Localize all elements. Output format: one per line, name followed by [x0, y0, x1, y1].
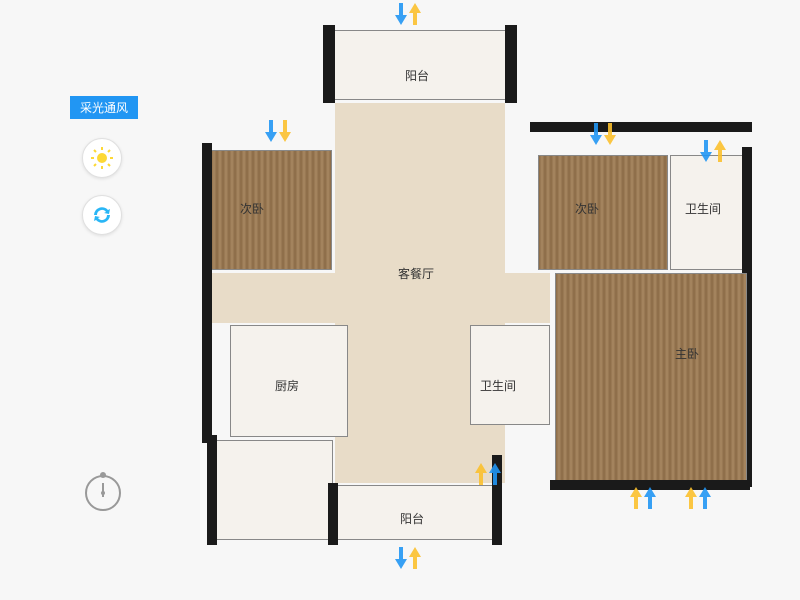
- room-bedroom-e: [555, 273, 747, 483]
- airflow-arrow-icon: [409, 3, 421, 25]
- wall: [328, 483, 338, 545]
- room-living-h: [210, 273, 550, 323]
- airflow-indicator: [700, 140, 726, 162]
- wall: [505, 25, 517, 103]
- room-kitchen: [230, 325, 348, 437]
- sun-icon: [90, 146, 114, 170]
- wall: [530, 122, 752, 132]
- sun-toggle-button[interactable]: [82, 138, 122, 178]
- airflow-arrow-icon: [590, 123, 602, 145]
- airflow-arrow-icon: [604, 123, 616, 145]
- airflow-indicator: [630, 487, 656, 509]
- airflow-arrow-icon: [409, 547, 421, 569]
- airflow-arrow-icon: [714, 140, 726, 162]
- airflow-arrow-icon: [265, 120, 277, 142]
- airflow-arrow-icon: [395, 547, 407, 569]
- room-balcony-top: [330, 30, 510, 100]
- room-bath-ne: [670, 155, 748, 270]
- airflow-indicator: [395, 547, 421, 569]
- airflow-arrow-icon: [279, 120, 291, 142]
- room-bath-c: [470, 325, 550, 425]
- room-bedroom-ne: [538, 155, 668, 270]
- wall: [207, 435, 217, 545]
- cycle-icon: [90, 203, 114, 227]
- compass-icon: [85, 475, 121, 511]
- wall: [202, 143, 212, 443]
- airflow-indicator: [475, 463, 501, 485]
- wall: [323, 25, 335, 103]
- airflow-arrow-icon: [644, 487, 656, 509]
- airflow-arrow-icon: [699, 487, 711, 509]
- airflow-indicator: [395, 3, 421, 25]
- airflow-arrow-icon: [395, 3, 407, 25]
- airflow-indicator: [265, 120, 291, 142]
- room-bedroom-nw: [210, 150, 332, 270]
- lighting-ventilation-badge: 采光通风: [70, 96, 138, 119]
- room-balcony-s: [335, 485, 495, 540]
- floorplan: 阳台 次卧 客餐厅 次卧 卫生间 厨房 卫生间 主卧 阳台: [180, 25, 750, 570]
- airflow-arrow-icon: [489, 463, 501, 485]
- airflow-arrow-icon: [475, 463, 487, 485]
- airflow-indicator: [685, 487, 711, 509]
- room-balcony-sw: [215, 440, 333, 540]
- airflow-arrow-icon: [630, 487, 642, 509]
- airflow-arrow-icon: [700, 140, 712, 162]
- airflow-arrow-icon: [685, 487, 697, 509]
- airflow-indicator: [590, 123, 616, 145]
- ventilation-toggle-button[interactable]: [82, 195, 122, 235]
